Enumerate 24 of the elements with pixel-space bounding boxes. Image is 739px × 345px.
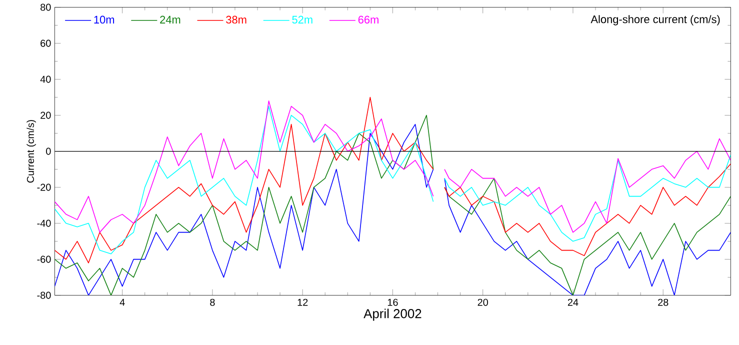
x-axis-title: April 2002 xyxy=(364,308,422,321)
legend-label: 10m xyxy=(94,16,114,24)
x-tick-label: 12 xyxy=(298,298,308,306)
x-tick-label: 8 xyxy=(210,298,215,306)
legend-label: 24m xyxy=(160,16,180,24)
y-tick-label: 20 xyxy=(40,112,51,119)
y-tick-label: 80 xyxy=(40,4,51,11)
y-tick-label: 0 xyxy=(46,148,51,155)
y-tick-label: -40 xyxy=(37,220,51,227)
legend-label: 66m xyxy=(358,16,378,24)
y-tick-label: -20 xyxy=(37,184,51,191)
x-tick-label: 28 xyxy=(658,298,668,306)
y-axis-title: Current (cm/s) xyxy=(26,120,36,183)
x-tick-label: 16 xyxy=(388,298,398,306)
y-tick-label: -80 xyxy=(37,292,51,299)
y-tick-label: -60 xyxy=(37,256,51,263)
y-tick-label: 40 xyxy=(40,76,51,83)
legend-label: 38m xyxy=(226,16,246,24)
legend-label: 52m xyxy=(292,16,312,24)
x-tick-label: 24 xyxy=(568,298,578,306)
y-tick-label: 60 xyxy=(40,40,51,47)
text: Along-shore current (cm/s) xyxy=(590,15,720,26)
x-tick-label: 4 xyxy=(120,298,125,306)
x-tick-label: 20 xyxy=(478,298,488,306)
